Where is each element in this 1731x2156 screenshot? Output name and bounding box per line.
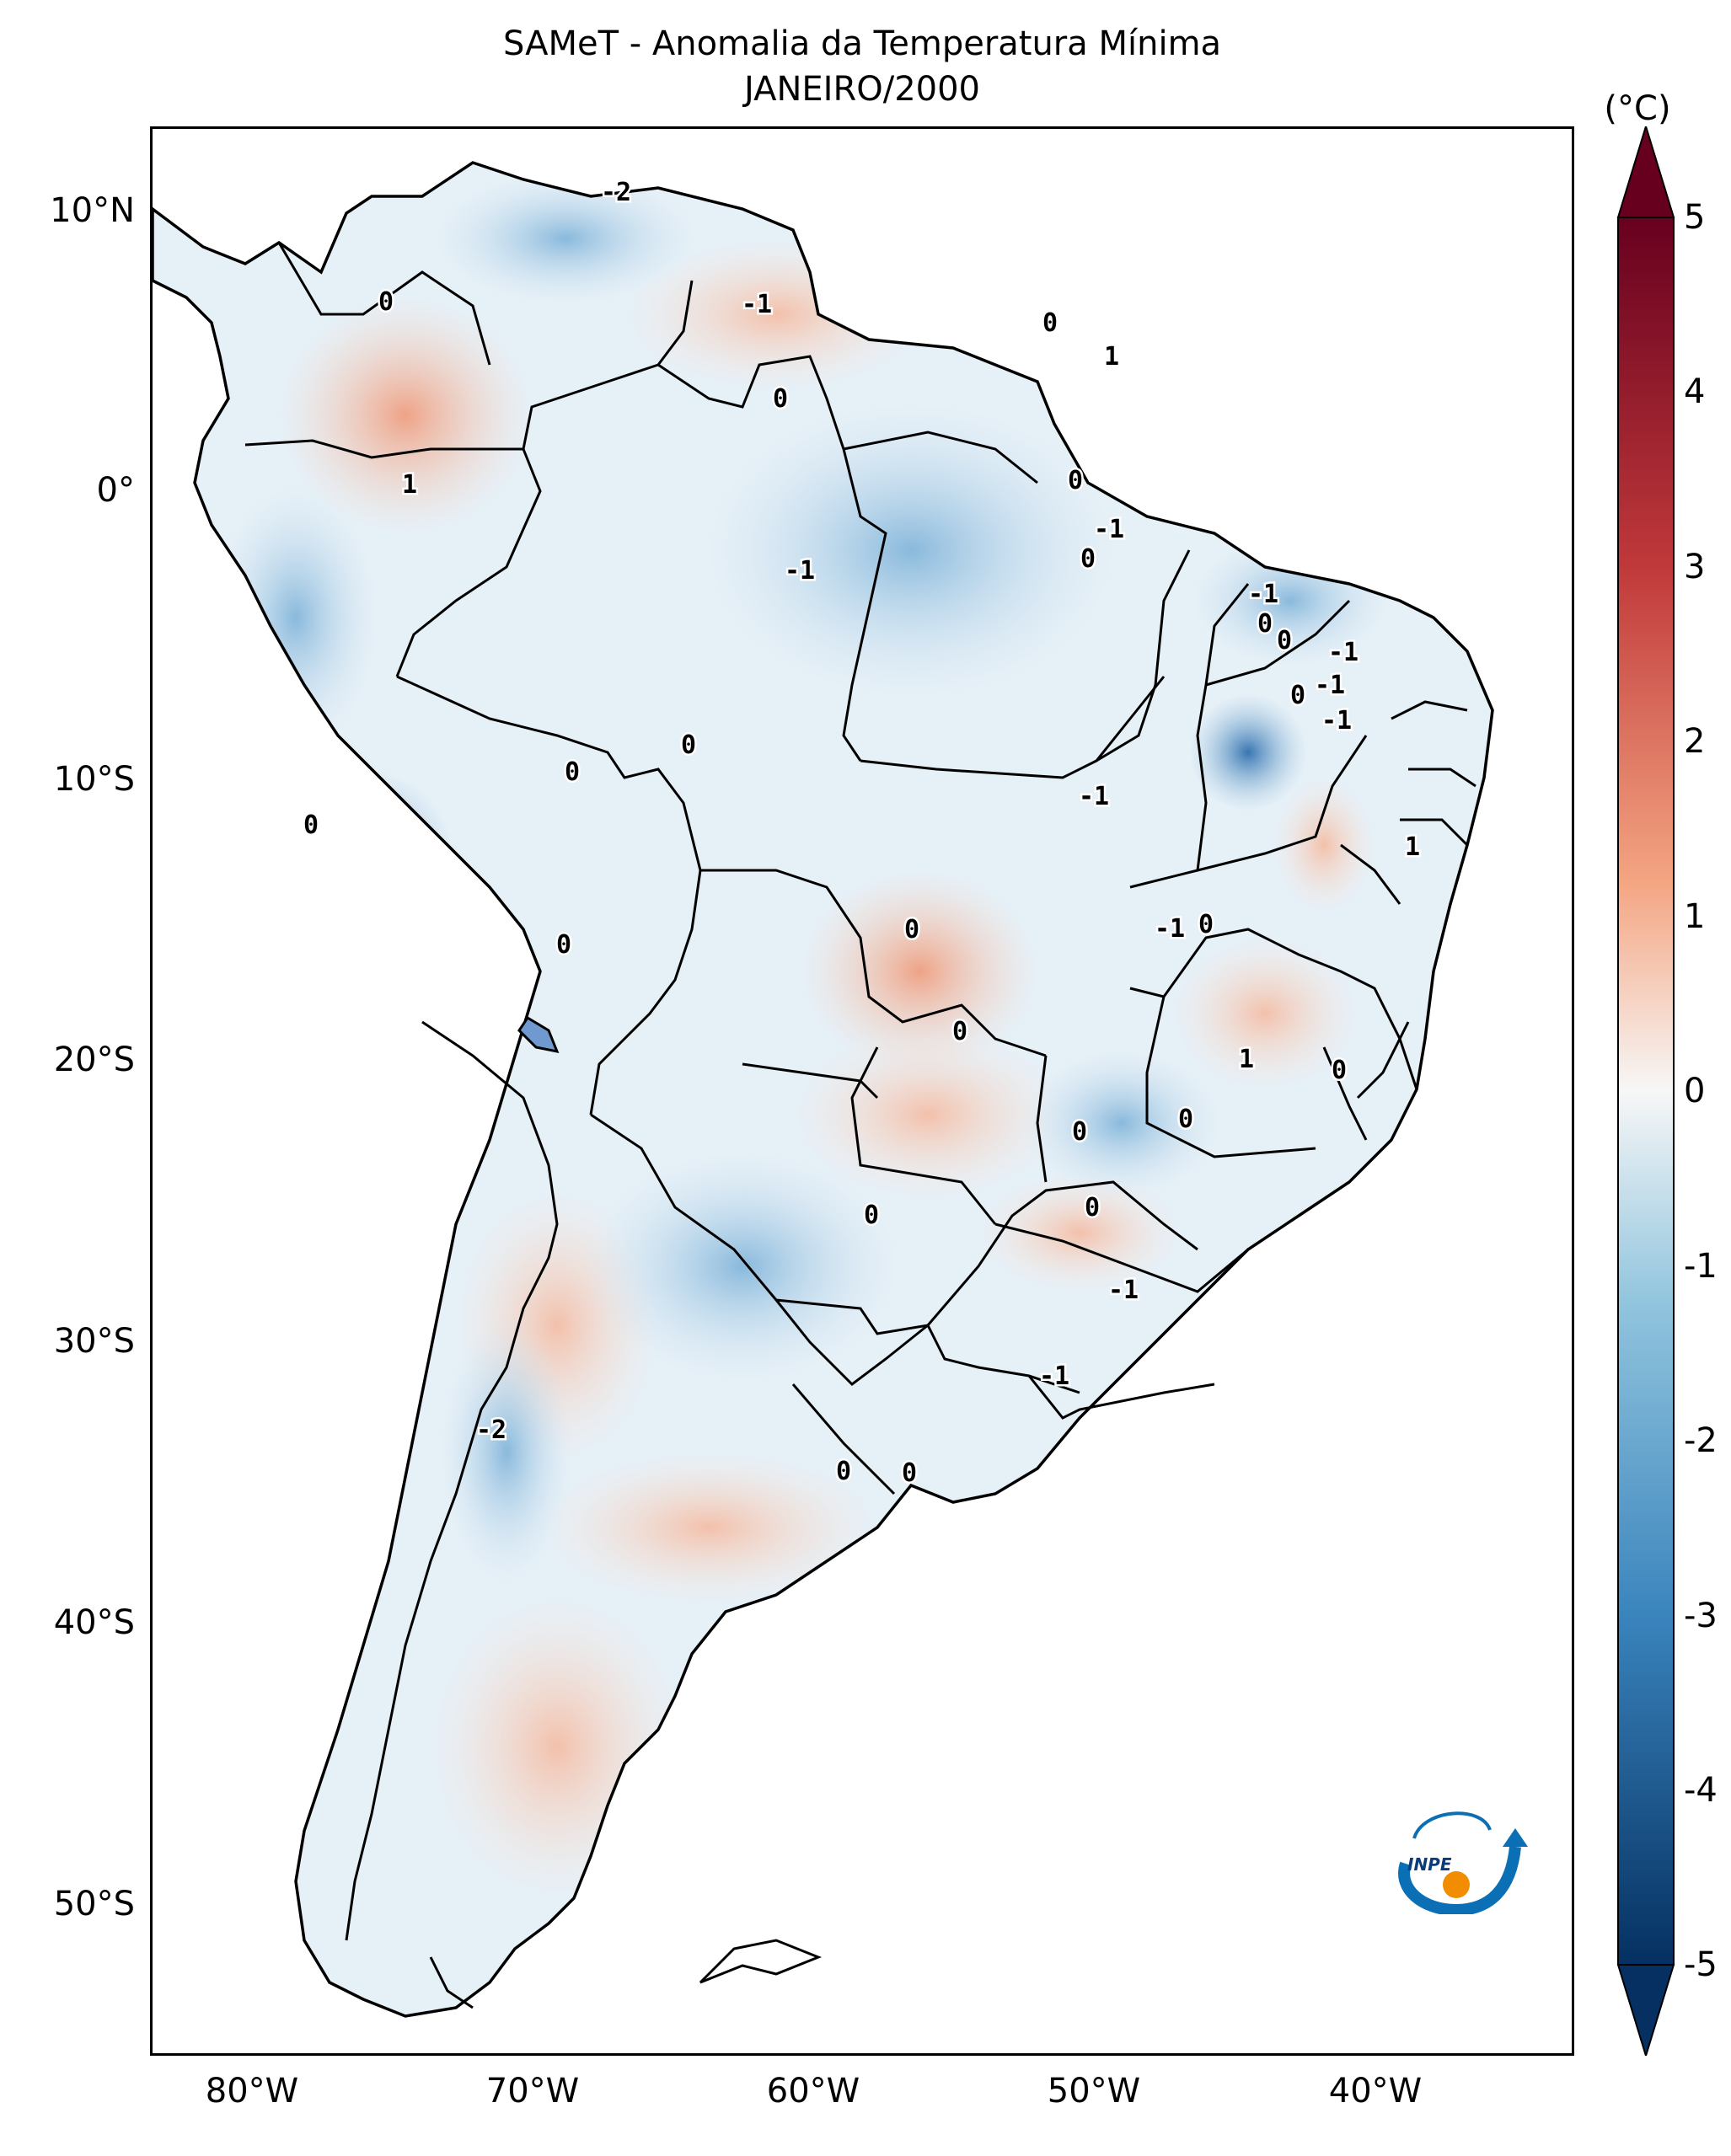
colorbar-tick: 1 xyxy=(1684,897,1706,936)
contour-label: -1 xyxy=(785,556,815,586)
contour-label: 0 xyxy=(1080,544,1096,574)
lon-label: 40°W xyxy=(1328,2072,1423,2111)
colorbar-min-extension xyxy=(1616,1964,1675,2056)
lat-label: 10°S xyxy=(53,760,135,799)
contour-label: -2 xyxy=(601,178,631,207)
anomaly-field xyxy=(153,163,1493,2016)
colorbar-tick: -2 xyxy=(1684,1421,1718,1460)
colorbar xyxy=(1616,126,1675,2056)
contour-label: 0 xyxy=(1257,609,1273,639)
contour-label: 0 xyxy=(1290,681,1305,710)
contour-label: 1 xyxy=(1405,832,1420,862)
lon-label: 70°W xyxy=(485,2072,580,2111)
contour-label: 0 xyxy=(773,384,788,414)
contour-label: 0 xyxy=(1277,626,1292,655)
contour-label: -1 xyxy=(1094,515,1124,544)
contour-label: 1 xyxy=(402,470,417,500)
contour-label: 0 xyxy=(1085,1193,1100,1222)
contour-label: 0 xyxy=(378,287,394,317)
lon-label: 60°W xyxy=(766,2072,860,2111)
political-borders xyxy=(244,242,1476,2009)
contour-label: -2 xyxy=(476,1415,506,1445)
contour-label: -1 xyxy=(1315,671,1345,700)
contour-label: 0 xyxy=(836,1457,851,1486)
lat-label: 30°S xyxy=(53,1322,135,1361)
colorbar-tick: -3 xyxy=(1684,1597,1718,1635)
colorbar-tick: 2 xyxy=(1684,722,1706,761)
contour-label: 0 xyxy=(1042,308,1058,338)
contour-label: -1 xyxy=(1248,580,1278,609)
colorbar-tick: 5 xyxy=(1684,198,1706,237)
colorbar-tick: 0 xyxy=(1684,1072,1706,1110)
lat-label: 0° xyxy=(96,471,135,510)
colorbar-max-extension xyxy=(1616,126,1675,218)
contour-label: -1 xyxy=(1328,638,1359,667)
contour-label: -1 xyxy=(1321,706,1352,736)
colorbar-tick: -4 xyxy=(1684,1771,1718,1810)
contour-label: -1 xyxy=(1108,1276,1139,1305)
colorbar-unit: (°C) xyxy=(1604,89,1671,128)
map-subtitle: JANEIRO/2000 xyxy=(744,70,980,109)
contour-label: -1 xyxy=(1039,1362,1069,1391)
colorbar-tick: -1 xyxy=(1684,1247,1718,1286)
lat-label: 40°S xyxy=(53,1603,135,1642)
map-title: SAMeT - Anomalia da Temperatura Mínima xyxy=(502,24,1222,63)
map-panel[interactable]: -2 1 0 -1 0 1 0 0 -1 0 -1 0 -1 0 -1 -1 0 -1 0 0 -1 0 0 0 -1 1 0 0 1 0… xyxy=(150,126,1574,2056)
contour-label: 0 xyxy=(556,930,571,960)
contour-label: 0 xyxy=(902,1458,917,1488)
contour-label: 0 xyxy=(952,1017,967,1046)
lon-label: 80°W xyxy=(205,2072,299,2111)
contour-label: 1 xyxy=(1239,1045,1254,1074)
contour-label: 0 xyxy=(681,730,696,760)
colorbar-tick: -5 xyxy=(1684,1945,1718,1984)
logo-text: INPE xyxy=(1407,1854,1452,1875)
contour-label: 1 xyxy=(1104,342,1119,372)
contour-label: 0 xyxy=(565,757,580,787)
lake-titicaca xyxy=(517,1015,560,1054)
contour-label: 0 xyxy=(904,915,919,944)
colorbar-tick: 3 xyxy=(1684,548,1706,586)
contour-label: 0 xyxy=(1332,1056,1347,1085)
contour-label: 0 xyxy=(1068,466,1083,495)
contour-label: -1 xyxy=(742,290,772,319)
lat-label: 20°S xyxy=(53,1041,135,1079)
contour-label: 0 xyxy=(303,811,319,840)
contour-label: -1 xyxy=(1079,782,1109,811)
contour-label: 0 xyxy=(1198,910,1214,939)
contour-label: -1 xyxy=(1155,914,1185,944)
lon-label: 50°W xyxy=(1047,2072,1141,2111)
lat-label: 10°N xyxy=(50,191,135,230)
contour-label: 0 xyxy=(864,1201,879,1230)
contour-label: 0 xyxy=(1072,1117,1087,1147)
lat-label: 50°S xyxy=(53,1885,135,1923)
contour-label: 0 xyxy=(1178,1105,1193,1134)
inpe-logo: INPE xyxy=(1398,1811,1528,1914)
colorbar-tick: 4 xyxy=(1684,372,1706,411)
